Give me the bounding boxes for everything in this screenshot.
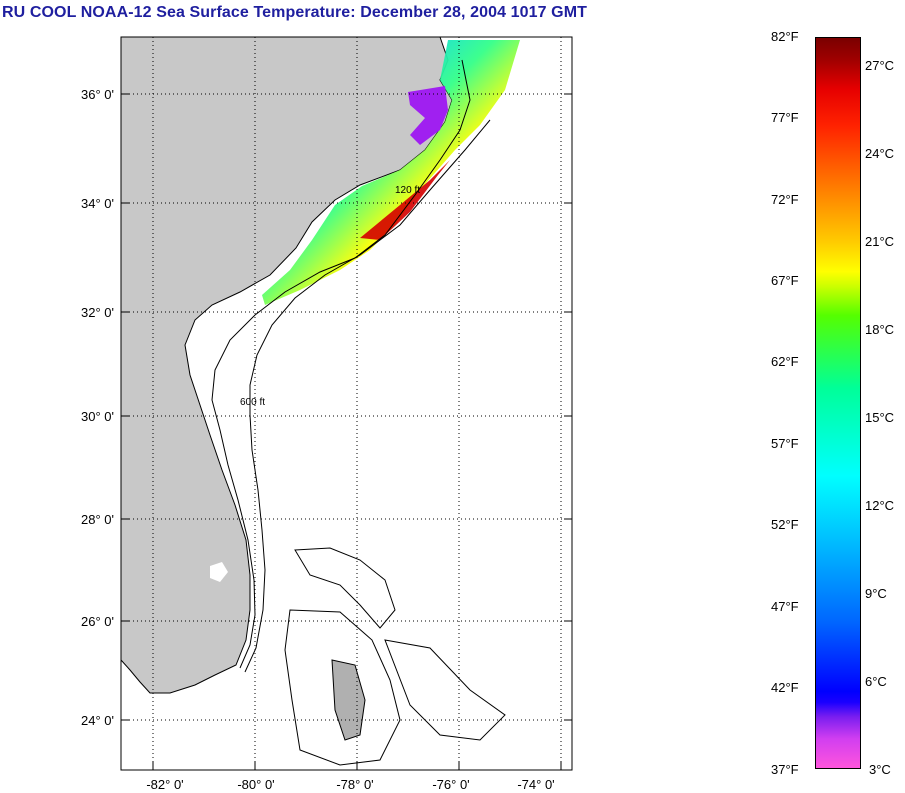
cb-c-15: 15°C	[865, 410, 895, 425]
cb-c-27: 27°C	[865, 58, 895, 73]
cb-f-52: 52°F	[771, 517, 799, 532]
andros-island	[331, 659, 366, 741]
cb-c-3: 3°C	[869, 762, 891, 777]
contour-600ft	[244, 119, 491, 673]
lat-label-28: 28° 0'	[81, 512, 114, 527]
cb-c-9: 9°C	[865, 586, 887, 601]
map-title: RU COOL NOAA-12 Sea Surface Temperature:…	[2, 4, 588, 21]
little-bahama-bank	[294, 547, 396, 629]
cb-c-24: 24°C	[865, 146, 895, 161]
cb-f-77: 77°F	[771, 110, 799, 125]
contour-120ft	[211, 59, 471, 669]
lon-label-74: -74° 0'	[517, 777, 554, 792]
cb-f-47: 47°F	[771, 599, 799, 614]
lat-label-26: 26° 0'	[81, 614, 114, 629]
cb-c-12: 12°C	[865, 498, 895, 513]
lon-label-80: -80° 0'	[237, 777, 274, 792]
cb-f-42: 42°F	[771, 680, 799, 695]
lon-label-82: -82° 0'	[146, 777, 183, 792]
contour-label-600: 600 ft	[240, 397, 265, 408]
eleuthera-bank	[384, 639, 506, 741]
great-bahama-bank	[284, 609, 401, 766]
cb-f-67: 67°F	[771, 273, 799, 288]
cb-f-72: 72°F	[771, 192, 799, 207]
contour-label-120: 120 ft	[395, 185, 420, 196]
cb-c-6: 6°C	[865, 674, 887, 689]
sst-colorbar	[815, 37, 861, 769]
cb-f-82: 82°F	[771, 29, 799, 44]
cb-f-62: 62°F	[771, 354, 799, 369]
sst-warm-core	[360, 160, 450, 240]
lon-label-78: -78° 0'	[336, 777, 373, 792]
us-landmass	[121, 37, 453, 694]
lon-label-76: -76° 0'	[432, 777, 469, 792]
cb-c-18: 18°C	[865, 322, 895, 337]
map-ticks	[121, 93, 572, 770]
cb-c-21: 21°C	[865, 234, 895, 249]
cb-f-57: 57°F	[771, 436, 799, 451]
cb-f-37: 37°F	[771, 762, 799, 777]
lat-label-34: 34° 0'	[81, 196, 114, 211]
lat-label-32: 32° 0'	[81, 305, 114, 320]
lat-label-36: 36° 0'	[81, 87, 114, 102]
pamlico-sound	[408, 86, 448, 145]
lat-label-24: 24° 0'	[81, 713, 114, 728]
lake-okeechobee	[210, 562, 228, 582]
sst-band-carolinas	[262, 40, 520, 305]
lat-label-30: 30° 0'	[81, 409, 114, 424]
